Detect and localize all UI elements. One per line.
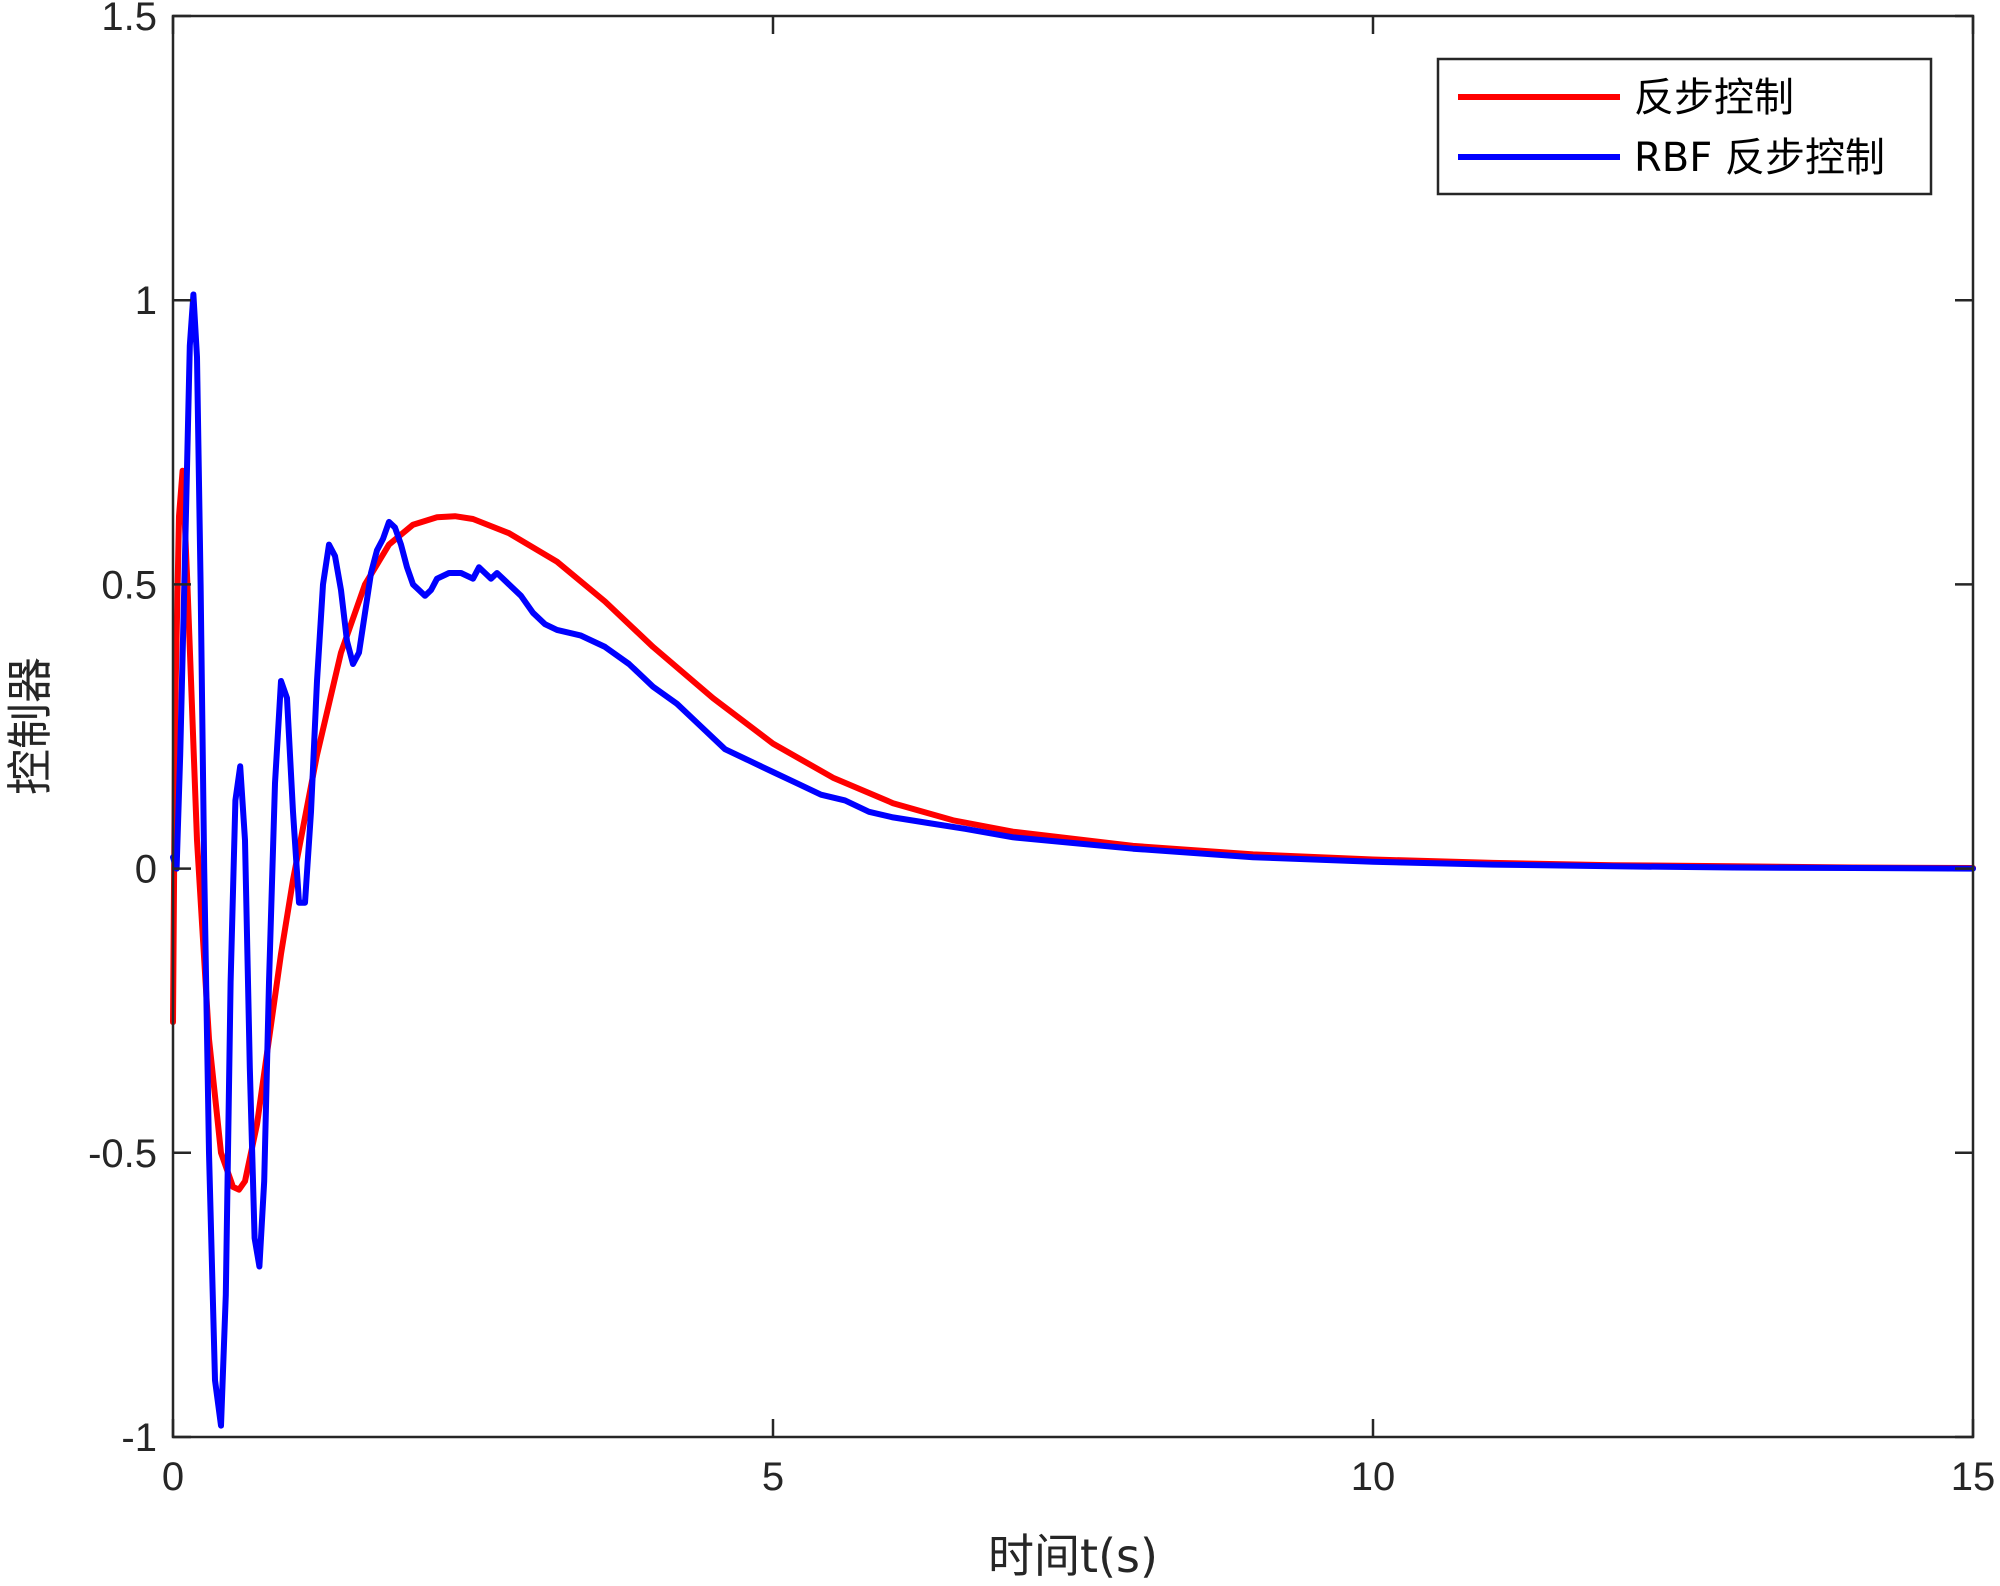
x-tick-label: 15 [1951, 1455, 1996, 1499]
ticks-layer: 0 5 10 15 -1 -0.5 0 0.5 1 1.5 [88, 0, 1995, 1499]
y-tick-label: 0.5 [101, 563, 157, 607]
y-tick-label: 1 [135, 279, 157, 323]
y-tick-label: -0.5 [88, 1132, 157, 1176]
series-line-rbf [170, 291, 1976, 1429]
legend-label-fanbu: 反步控制 [1634, 75, 1794, 121]
plot-area [173, 16, 1973, 1437]
series-layer [170, 291, 1976, 1429]
y-tick-label: -1 [121, 1416, 157, 1460]
y-tick-label: 1.5 [101, 0, 157, 39]
legend: 反步控制 RBF 反步控制 [1436, 57, 1933, 196]
legend-box [1436, 57, 1933, 196]
x-tick-label: 0 [162, 1455, 184, 1499]
y-tick-label: 0 [135, 848, 157, 892]
plot-frame [171, 14, 1975, 1439]
x-tick-label: 5 [762, 1455, 784, 1499]
y-axis-label: 控制器 [3, 657, 57, 795]
x-tick-label: 10 [1351, 1455, 1396, 1499]
legend-label-rbf: RBF 反步控制 [1634, 135, 1885, 181]
x-axis-label: 时间t(s) [988, 1529, 1158, 1583]
